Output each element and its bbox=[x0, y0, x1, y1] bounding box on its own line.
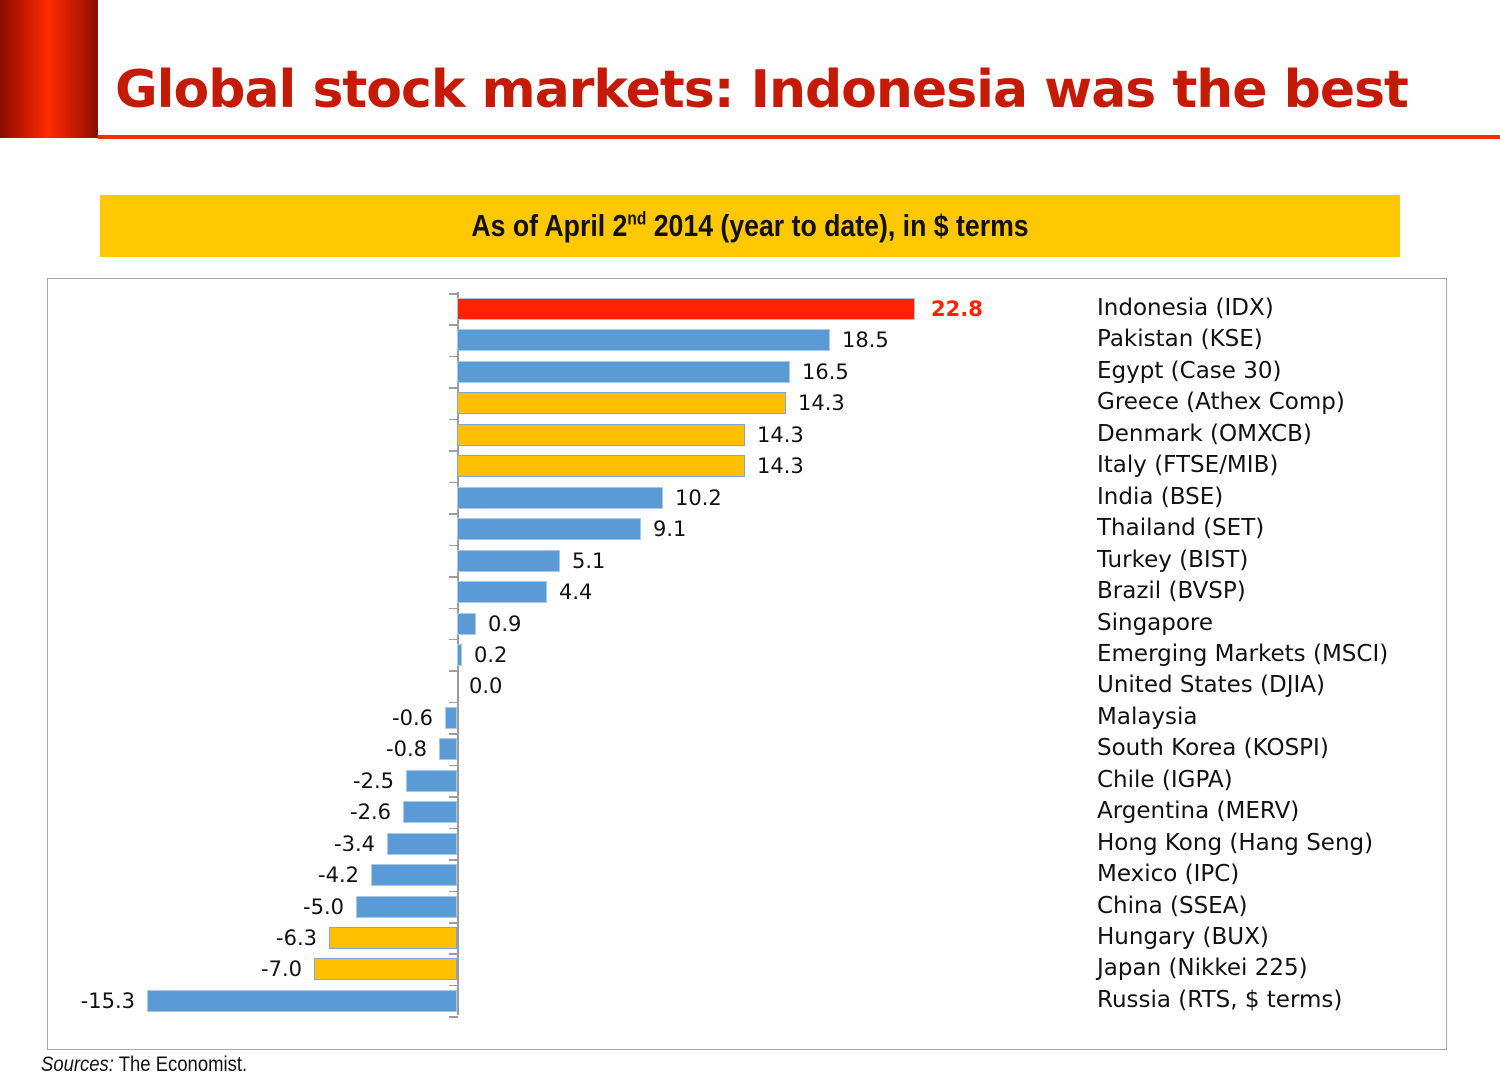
axis-tick bbox=[449, 890, 458, 893]
category-label: Thailand (SET) bbox=[1097, 515, 1265, 542]
value-label: -0.8 bbox=[386, 737, 427, 762]
value-label: -7.0 bbox=[261, 957, 302, 982]
axis-tick bbox=[449, 733, 458, 735]
category-label: Chile (IGPA) bbox=[1097, 766, 1233, 793]
axis-tick bbox=[449, 324, 458, 326]
value-label: -6.3 bbox=[276, 926, 317, 950]
axis-tick bbox=[449, 922, 458, 924]
value-label: 10.2 bbox=[675, 485, 722, 510]
axis-tick bbox=[449, 387, 458, 389]
axis-tick bbox=[449, 984, 458, 987]
bar bbox=[457, 581, 547, 604]
axis-tick bbox=[449, 481, 458, 484]
value-label: 0.2 bbox=[474, 642, 508, 667]
category-label: China (SSEA) bbox=[1097, 892, 1248, 919]
axis-tick bbox=[449, 450, 458, 452]
category-label: Brazil (BVSP) bbox=[1097, 578, 1246, 605]
bar bbox=[457, 329, 830, 352]
bar bbox=[457, 392, 786, 415]
axis-tick bbox=[449, 701, 458, 704]
category-label: Italy (FTSE/MIB) bbox=[1097, 452, 1279, 479]
bar bbox=[445, 706, 457, 729]
category-label: Japan (Nikkei 225) bbox=[1097, 955, 1308, 982]
value-label: -2.6 bbox=[350, 800, 391, 825]
category-label: Hong Kong (Hang Seng) bbox=[1097, 829, 1374, 856]
bar bbox=[439, 738, 457, 761]
axis-tick bbox=[449, 355, 458, 358]
axis-tick bbox=[449, 670, 458, 672]
page-title: Global stock markets: Indonesia was the … bbox=[115, 60, 1409, 120]
value-label: -5.0 bbox=[303, 894, 344, 919]
category-label: Egypt (Case 30) bbox=[1097, 357, 1282, 384]
bar bbox=[406, 769, 457, 792]
category-label: Pakistan (KSE) bbox=[1097, 326, 1263, 353]
value-label: 16.5 bbox=[802, 359, 849, 384]
title-rule bbox=[98, 135, 1500, 139]
bar bbox=[403, 801, 457, 824]
category-label: South Korea (KOSPI) bbox=[1097, 735, 1329, 762]
axis-tick bbox=[449, 576, 458, 578]
bar bbox=[147, 989, 457, 1012]
value-label: 4.4 bbox=[559, 580, 593, 605]
chart-subtitle: As of April 2nd 2014 (year to date), in … bbox=[471, 208, 1029, 243]
value-label: -0.6 bbox=[392, 705, 433, 730]
bar bbox=[457, 360, 790, 383]
category-label: Malaysia bbox=[1097, 703, 1198, 730]
bar bbox=[457, 518, 641, 541]
value-label: 5.1 bbox=[572, 548, 606, 573]
axis-tick bbox=[449, 418, 458, 421]
axis-tick bbox=[449, 293, 458, 295]
bar bbox=[457, 486, 663, 509]
axis-tick bbox=[449, 953, 458, 955]
axis-tick bbox=[449, 796, 458, 798]
value-label: 14.3 bbox=[757, 454, 804, 479]
axis-tick bbox=[449, 607, 458, 609]
value-label: 0.0 bbox=[469, 674, 503, 699]
bar bbox=[457, 643, 462, 666]
bar bbox=[387, 832, 457, 855]
axis-tick bbox=[449, 1016, 458, 1018]
category-label: Greece (Athex Comp) bbox=[1097, 389, 1345, 416]
bar bbox=[457, 423, 745, 446]
bar bbox=[457, 549, 560, 572]
axis-tick bbox=[449, 764, 458, 767]
category-label: Hungary (BUX) bbox=[1097, 924, 1269, 950]
value-label: 14.3 bbox=[798, 391, 845, 416]
category-label: Argentina (MERV) bbox=[1097, 798, 1300, 825]
axis-tick bbox=[449, 827, 458, 830]
category-label: Turkey (BIST) bbox=[1097, 546, 1249, 573]
bar bbox=[356, 895, 457, 918]
value-label: -4.2 bbox=[318, 863, 359, 888]
value-label: -2.5 bbox=[353, 768, 394, 793]
category-label: Singapore bbox=[1097, 609, 1214, 636]
value-label: 9.1 bbox=[653, 517, 687, 542]
category-label: Indonesia (IDX) bbox=[1097, 295, 1274, 321]
category-label: India (BSE) bbox=[1097, 483, 1224, 510]
axis-tick bbox=[449, 638, 458, 641]
bar bbox=[457, 298, 915, 320]
value-label: 18.5 bbox=[842, 328, 889, 353]
bar bbox=[329, 927, 457, 949]
axis-tick bbox=[449, 513, 458, 515]
accent-block bbox=[0, 0, 98, 138]
source-note: Sources: The Economist. bbox=[41, 1053, 248, 1076]
category-label: Mexico (IPC) bbox=[1097, 861, 1240, 888]
value-label: 14.3 bbox=[757, 422, 804, 447]
category-label: United States (DJIA) bbox=[1097, 672, 1326, 699]
value-label: 0.9 bbox=[488, 611, 522, 636]
category-label: Emerging Markets (MSCI) bbox=[1097, 640, 1389, 667]
bar bbox=[371, 864, 457, 887]
value-label: 22.8 bbox=[931, 297, 983, 321]
value-label: -15.3 bbox=[80, 988, 135, 1013]
bar bbox=[314, 958, 457, 981]
axis-tick bbox=[449, 544, 458, 547]
subtitle-band: As of April 2nd 2014 (year to date), in … bbox=[100, 195, 1400, 257]
value-label: -3.4 bbox=[334, 831, 375, 856]
category-label: Denmark (OMXCB) bbox=[1097, 420, 1312, 447]
axis-tick bbox=[449, 859, 458, 861]
bar bbox=[457, 455, 745, 478]
bar bbox=[457, 612, 476, 635]
category-label: Russia (RTS, $ terms) bbox=[1097, 986, 1343, 1013]
